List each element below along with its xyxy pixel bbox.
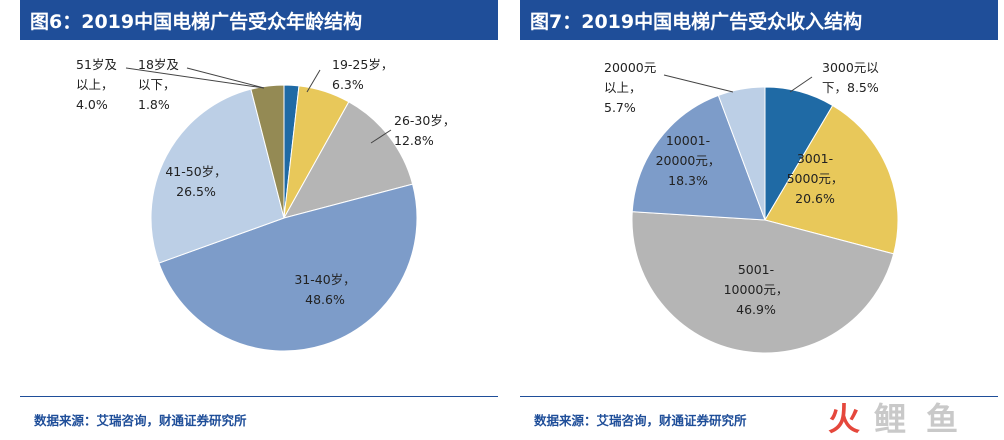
age-chart-divider: [20, 396, 498, 397]
income-chart-source: 数据来源：艾瑞咨询，财通证券研究所: [534, 413, 747, 428]
slice-label: 51岁及以上， 4.0%: [76, 57, 117, 112]
slice-label: 10001-20000元， 18.3%: [656, 133, 721, 188]
pie-slice: [158, 183, 418, 352]
age-chart-source: 数据来源：艾瑞咨询，财通证券研究所: [34, 413, 247, 428]
leader-line: [125, 67, 265, 89]
age-chart-title: 图6：2019中国电梯广告受众年龄结构: [30, 11, 363, 33]
income-chart-title: 图7：2019中国电梯广告受众收入结构: [530, 11, 863, 33]
slice-label: 20000元以上， 5.7%: [604, 60, 656, 115]
watermark-char: 鱼: [926, 400, 959, 438]
age-chart-panel: 图6：2019中国电梯广告受众年龄结构 18岁及以下， 1.8% 19-25岁， 6.…: [20, 0, 498, 440]
slice-label: 41-50岁， 26.5%: [165, 164, 226, 199]
income-chart-title-bar: 图7：2019中国电梯广告受众收入结构: [520, 0, 998, 40]
slice-label: 18岁及以下， 1.8%: [138, 57, 179, 112]
slice-label: 26-30岁， 12.8%: [394, 113, 455, 148]
slice-label: 19-25岁， 6.3%: [332, 57, 393, 92]
leader-line: [663, 74, 734, 93]
slice-label: 3001-5000元， 20.6%: [787, 151, 844, 206]
income-chart-divider: [520, 396, 998, 397]
watermark-logo: 火 鲤 鱼: [828, 398, 998, 440]
pie-slice: [764, 104, 899, 255]
leader-line: [186, 67, 265, 89]
leader-line: [370, 129, 392, 144]
leader-line: [789, 76, 813, 93]
pie-slice: [250, 84, 285, 219]
leader-line: [306, 69, 321, 93]
slice-label: 31-40岁， 48.6%: [294, 272, 355, 307]
watermark-char: 火: [828, 400, 861, 438]
pie-slice: [631, 94, 766, 221]
watermark-char: 鲤: [874, 400, 907, 438]
income-pie-chart: 3000元以下，8.5% 3001-5000元， 20.6% 5001-10000元，…: [604, 60, 899, 354]
slice-label: 5001-10000元， 46.9%: [724, 262, 789, 317]
age-pie-chart: 18岁及以下， 1.8% 19-25岁， 6.3%26-30岁， 12.8% 31-40岁…: [76, 57, 455, 352]
age-chart-title-bar: 图6：2019中国电梯广告受众年龄结构: [20, 0, 498, 40]
pie-slice: [717, 86, 766, 221]
pie-slice: [631, 211, 895, 354]
slice-label: 3000元以下，8.5%: [822, 60, 879, 95]
pie-slice: [282, 101, 414, 219]
income-chart-panel: 图7：2019中国电梯广告受众收入结构 3000元以下，8.5% 3001-500…: [520, 0, 998, 440]
pie-slice: [150, 88, 285, 264]
